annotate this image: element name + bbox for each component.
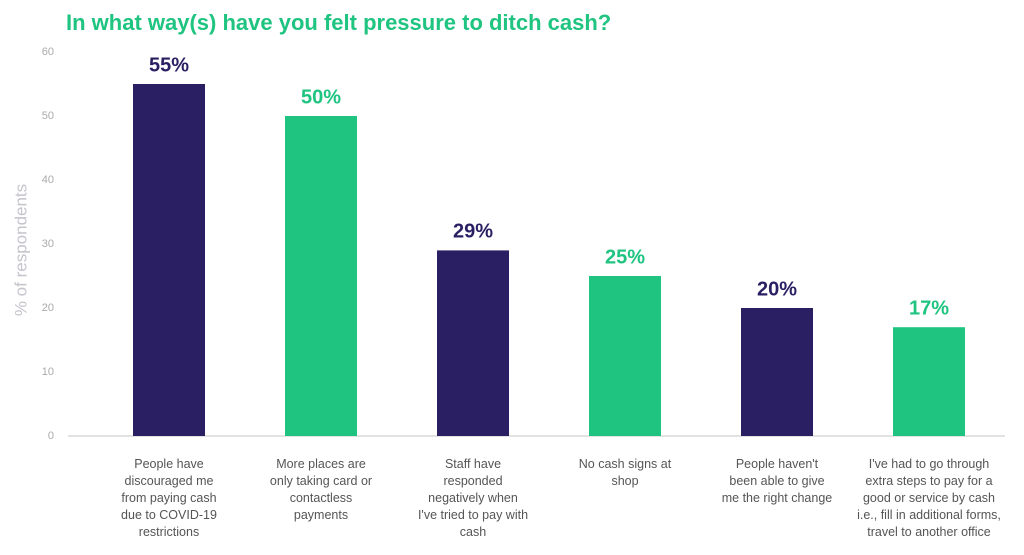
y-tick-label: 60 (42, 46, 54, 58)
bar (893, 327, 965, 436)
bar (133, 84, 205, 436)
value-label: 29% (453, 221, 493, 243)
y-tick-label: 10 (42, 366, 54, 378)
x-tick-label: I've had to go through extra steps to pa… (857, 457, 1001, 539)
x-tick-label: People have discouraged me from paying c… (121, 457, 217, 539)
value-label: 25% (605, 246, 645, 268)
value-label: 20% (757, 278, 797, 300)
y-tick-label: 20 (42, 302, 54, 314)
y-tick-label: 0 (48, 430, 54, 442)
bar (589, 276, 661, 436)
x-tick-label: No cash signs at shop (578, 457, 672, 488)
y-tick-label: 50 (42, 110, 54, 122)
x-tick-label: More places are only taking card or cont… (269, 457, 373, 522)
bar (285, 116, 357, 436)
y-tick-label: 30 (42, 238, 54, 250)
bar (437, 250, 509, 436)
value-label: 55% (149, 54, 189, 76)
y-axis-label: % of respondents (11, 184, 30, 316)
value-label: 17% (909, 297, 949, 319)
x-tick-label: Staff have responded negatively when I'v… (417, 457, 529, 539)
bar (741, 308, 813, 436)
chart-title: In what way(s) have you felt pressure to… (66, 10, 611, 35)
x-tick-label: People haven't been able to give me the … (721, 457, 833, 505)
value-label: 50% (301, 86, 341, 108)
y-tick-label: 40 (42, 174, 54, 186)
